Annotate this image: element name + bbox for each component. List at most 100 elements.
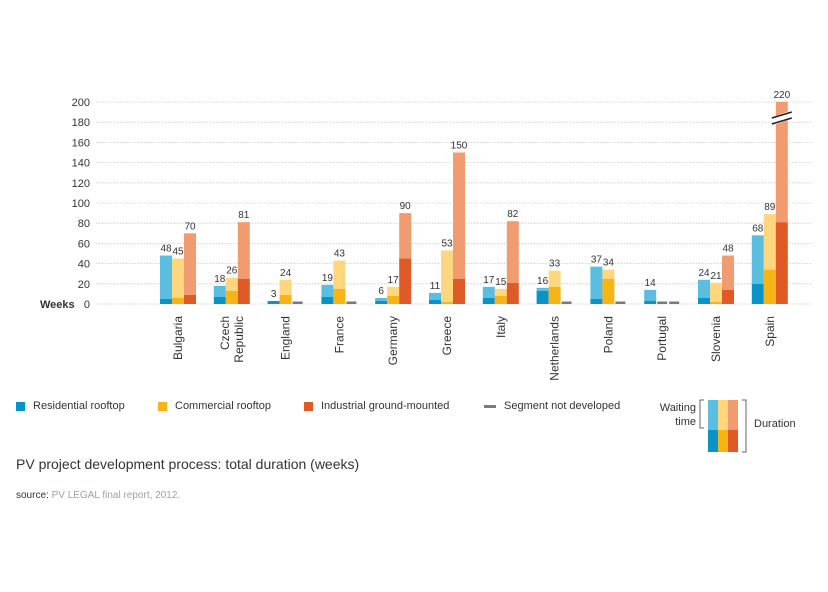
bar-remaining-czech-republic-residential-rooftop [213, 296, 226, 304]
category-label-slovenia: Slovenia [709, 316, 723, 362]
key-industrial-dark [728, 430, 738, 452]
bar-remaining-spain-residential-rooftop [751, 283, 764, 304]
y-tick-label-40: 40 [78, 259, 90, 271]
value-label-bulgaria-industrial-ground-mounted: 70 [184, 221, 196, 232]
value-label-netherlands-commercial-rooftop: 33 [549, 259, 561, 270]
value-label-spain-residential-rooftop: 68 [752, 223, 764, 234]
bar-waiting-czech-republic-residential-rooftop [213, 285, 226, 297]
value-label-bulgaria-commercial-rooftop: 45 [172, 247, 184, 258]
category-label-spain: Spain [763, 316, 777, 347]
value-label-italy-commercial-rooftop: 15 [495, 277, 507, 288]
key-residential-light [708, 400, 718, 430]
source-link[interactable]: PV LEGAL final report, 2012. [51, 490, 181, 501]
bar-remaining-germany-industrial-ground-mounted [399, 258, 412, 304]
bar-not-developed-portugal-industrial-ground-mounted [669, 301, 680, 304]
bar-remaining-italy-industrial-ground-mounted [506, 282, 519, 304]
bar-waiting-poland-commercial-rooftop [602, 269, 615, 279]
bar-not-developed-portugal-commercial-rooftop [657, 301, 668, 304]
source-prefix: source: [16, 490, 49, 501]
bar-remaining-portugal-residential-rooftop [644, 300, 657, 304]
bar-waiting-greece-industrial-ground-mounted [453, 152, 465, 279]
value-label-england-residential-rooftop: 3 [271, 289, 277, 300]
key-graphic [699, 399, 747, 453]
category-label-england: England [279, 316, 293, 360]
bar-remaining-bulgaria-industrial-ground-mounted [184, 294, 196, 304]
category-labels: Bulgaria Czech Republic England France German… [171, 316, 777, 380]
key-duration-bracket [742, 399, 747, 453]
bar-waiting-spain-industrial-ground-mounted [775, 101, 788, 223]
y-tick-label-200: 200 [72, 97, 90, 109]
value-label-slovenia-residential-rooftop: 24 [698, 268, 710, 279]
bar-not-developed-netherlands-industrial-ground-mounted [561, 301, 572, 304]
bar-remaining-slovenia-commercial-rooftop [710, 301, 722, 304]
legend-item-commercial: Commercial rooftop [158, 400, 271, 412]
legend-item-residential: Residential rooftop [16, 400, 125, 412]
key-waiting-line2: time [675, 416, 696, 428]
key-duration-label: Duration [754, 418, 796, 430]
bar-remaining-netherlands-residential-rooftop [536, 290, 549, 304]
legend-item-industrial: Industrial ground-mounted [304, 400, 449, 412]
bar-not-developed-france-industrial-ground-mounted [346, 301, 357, 304]
bar-waiting-slovenia-commercial-rooftop [710, 282, 722, 302]
bar-remaining-england-commercial-rooftop [279, 294, 292, 304]
bars [160, 101, 788, 304]
value-label-slovenia-commercial-rooftop: 21 [710, 271, 722, 282]
y-tick-label-20: 20 [78, 279, 90, 291]
bar-waiting-greece-commercial-rooftop [441, 250, 453, 302]
bar-remaining-greece-industrial-ground-mounted [453, 278, 465, 304]
bar-remaining-poland-commercial-rooftop [602, 278, 615, 304]
y-tick-label-100: 100 [72, 198, 90, 210]
bar-remaining-greece-residential-rooftop [429, 299, 441, 304]
bar-waiting-france-commercial-rooftop [333, 260, 346, 289]
value-label-bulgaria-residential-rooftop: 48 [160, 244, 172, 255]
category-label-czech-republic: Czech [218, 316, 232, 350]
bar-remaining-spain-industrial-ground-mounted [775, 222, 788, 304]
value-label-greece-commercial-rooftop: 53 [441, 238, 453, 249]
value-label-poland-residential-rooftop: 37 [591, 255, 603, 266]
bar-waiting-spain-residential-rooftop [751, 235, 764, 284]
bar-remaining-germany-commercial-rooftop [387, 295, 400, 304]
bar-remaining-italy-commercial-rooftop [494, 295, 507, 304]
category-label-poland: Poland [601, 316, 615, 353]
bar-remaining-germany-residential-rooftop [375, 300, 388, 304]
y-tick-label-80: 80 [78, 218, 90, 230]
bar-waiting-greece-residential-rooftop [429, 292, 441, 300]
value-label-poland-commercial-rooftop: 34 [603, 258, 615, 269]
axis-break-line-bottom [771, 117, 793, 125]
bar-waiting-germany-residential-rooftop [375, 297, 388, 301]
value-label-france-commercial-rooftop: 43 [334, 249, 346, 260]
value-label-england-commercial-rooftop: 24 [280, 268, 292, 279]
value-label-germany-residential-rooftop: 6 [378, 286, 384, 297]
bar-remaining-france-residential-rooftop [321, 296, 334, 304]
bar-remaining-netherlands-commercial-rooftop [548, 286, 561, 304]
bar-remaining-slovenia-residential-rooftop [698, 297, 710, 304]
category-label-netherlands: Netherlands [548, 316, 562, 380]
axis-break-line-top [771, 111, 793, 119]
value-label-italy-industrial-ground-mounted: 82 [507, 209, 519, 220]
bar-waiting-england-commercial-rooftop [279, 279, 292, 295]
bar-not-developed-england-industrial-ground-mounted [292, 301, 303, 304]
legend-label-not-developed: Segment not developed [504, 400, 621, 412]
bar-waiting-slovenia-residential-rooftop [698, 279, 710, 298]
duration-key: Waiting time Duration [648, 398, 818, 458]
y-tick-label-140: 140 [72, 158, 90, 170]
bar-waiting-czech-republic-commercial-rooftop [225, 277, 238, 291]
legend-swatch-residential [16, 401, 25, 411]
bar-waiting-portugal-residential-rooftop [644, 289, 657, 301]
bar-waiting-netherlands-residential-rooftop [536, 287, 549, 291]
bar-waiting-italy-residential-rooftop [482, 286, 495, 298]
key-commercial-dark [718, 430, 728, 452]
bar-waiting-bulgaria-commercial-rooftop [172, 258, 184, 298]
y-tick-label-0: 0 [84, 299, 90, 311]
value-label-greece-industrial-ground-mounted: 150 [451, 141, 468, 152]
category-label-germany: Germany [386, 316, 400, 365]
bar-waiting-bulgaria-residential-rooftop [160, 255, 172, 299]
value-label-italy-residential-rooftop: 17 [483, 275, 495, 286]
bar-remaining-spain-commercial-rooftop [763, 269, 776, 304]
y-axis-title: Weeks [40, 299, 75, 311]
bar-waiting-czech-republic-industrial-ground-mounted [237, 222, 250, 279]
y-axis: Weeks 0 20 40 60 80 100 120 140 160 180 200 [40, 97, 90, 311]
value-label-portugal-residential-rooftop: 14 [645, 278, 657, 289]
value-label-netherlands-residential-rooftop: 16 [537, 276, 549, 287]
bar-waiting-bulgaria-industrial-ground-mounted [184, 233, 196, 295]
